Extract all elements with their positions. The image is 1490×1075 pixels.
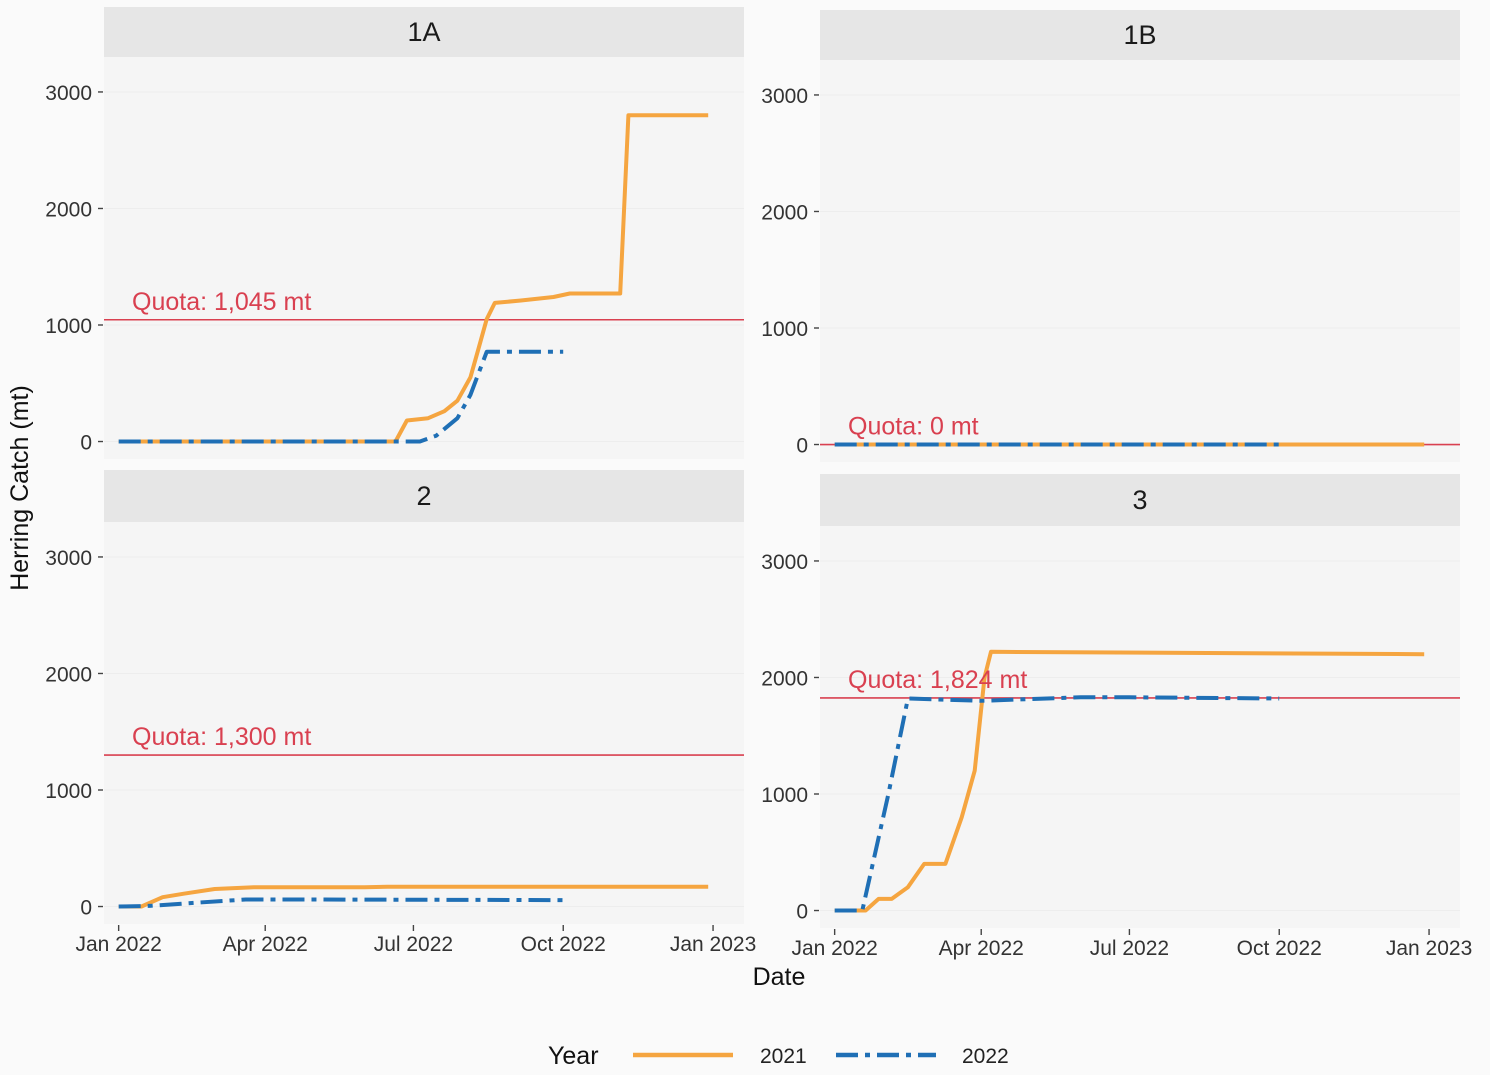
x-tick-label-3-0: Jan 2022 [791,937,877,960]
y-tick-label-2-2000: 2000 [45,663,92,686]
strip-2 [104,470,744,522]
strip-3 [820,474,1460,526]
quota-label-1b: Quota: 0 mt [848,413,979,441]
legend-label-2021: 2021 [760,1045,807,1068]
y-tick-label-1a-3000: 3000 [45,82,92,105]
quota-label-2: Quota: 1,300 mt [132,723,311,751]
y-tick-label-3-2000: 2000 [761,667,808,690]
y-tick-label-1a-0: 0 [80,432,92,455]
y-axis-title: Herring Catch (mt) [6,385,34,591]
panel-bg-3 [820,526,1460,928]
strip-1b [820,10,1460,60]
series-2021-line-3 [834,649,1425,913]
x-tick-label-2-1: Apr 2022 [223,933,308,956]
quota-label-3: Quota: 1,824 mt [848,666,1027,694]
panel-bg-2 [104,522,744,924]
panel-bg-1b [820,60,1460,462]
x-tick-label-3-2: Jul 2022 [1090,937,1169,960]
y-tick-label-3-0: 0 [796,901,808,924]
strip-label-1a: 1A [407,17,440,47]
y-tick-label-3-3000: 3000 [761,551,808,574]
y-tick-label-1b-2000: 2000 [761,201,808,224]
x-tick-label-3-3: Oct 2022 [1237,937,1322,960]
panel-bg-1a [104,57,744,459]
x-tick-label-2-4: Jan 2023 [670,933,756,956]
strip-label-3: 3 [1132,485,1147,515]
quota-label-1a: Quota: 1,045 mt [132,288,311,316]
y-tick-label-2-1000: 1000 [45,780,92,803]
y-tick-label-2-3000: 3000 [45,547,92,570]
series-2022-line-2 [118,897,564,909]
series-2021-line-2 [118,884,709,909]
x-tick-label-2-3: Oct 2022 [521,933,606,956]
series-2021-line-1a [118,113,709,444]
x-axis-title: Date [753,963,806,991]
y-tick-label-1a-2000: 2000 [45,198,92,221]
y-tick-label-1a-1000: 1000 [45,315,92,338]
y-tick-label-1b-0: 0 [796,435,808,458]
legend-title: Year [548,1042,599,1070]
strip-label-2: 2 [416,481,431,511]
series-2022-line-1a [118,349,564,444]
y-tick-label-3-1000: 1000 [761,784,808,807]
x-tick-label-3-4: Jan 2023 [1386,937,1472,960]
x-tick-label-2-0: Jan 2022 [75,933,161,956]
y-tick-label-1b-1000: 1000 [761,318,808,341]
strip-label-1b: 1B [1123,20,1156,50]
y-tick-label-2-0: 0 [80,897,92,920]
strip-1a [104,7,744,57]
x-tick-label-3-1: Apr 2022 [939,937,1024,960]
series-2022-line-3 [834,695,1280,913]
legend-label-2022: 2022 [962,1045,1009,1068]
y-tick-label-1b-3000: 3000 [761,85,808,108]
x-tick-label-2-2: Jul 2022 [374,933,453,956]
